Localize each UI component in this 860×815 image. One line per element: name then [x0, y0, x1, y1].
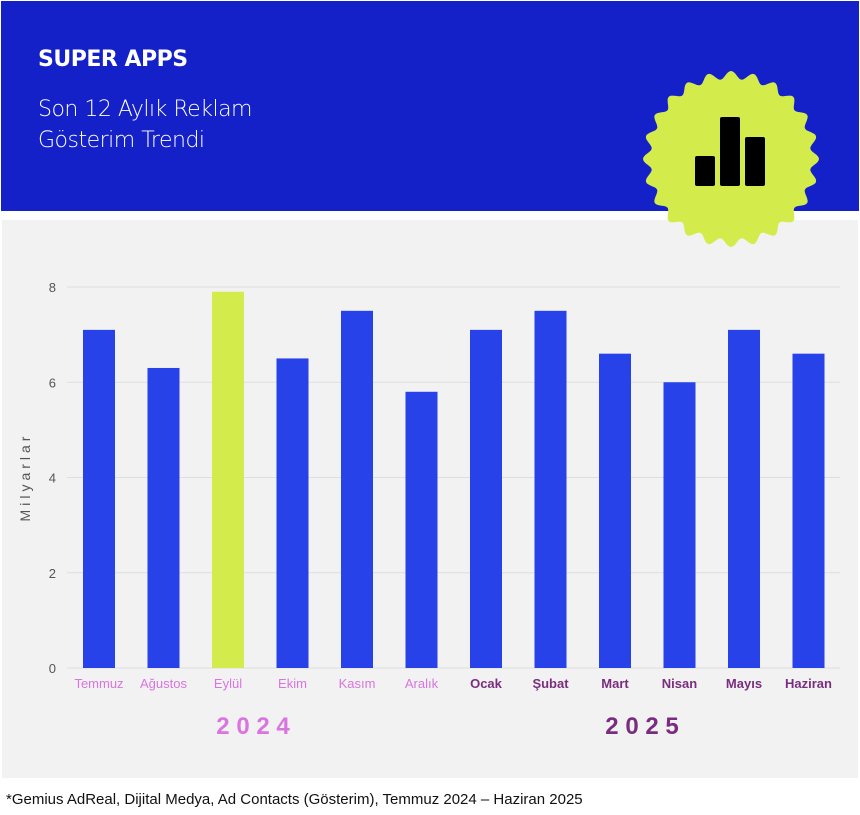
brand-title: SUPER APPS	[38, 47, 188, 72]
bar-aralık	[405, 391, 438, 668]
bar-haziran	[792, 353, 825, 668]
x-tick-label: Mayıs	[726, 676, 762, 691]
page-subtitle: Son 12 Aylık Reklam Gösterim Trendi	[38, 94, 252, 156]
year-label-2025: 2 0 2 5	[605, 713, 678, 740]
x-tick-label: Ocak	[470, 676, 503, 691]
subtitle-line-1: Son 12 Aylık Reklam	[38, 97, 252, 122]
x-tick-label: Kasım	[339, 676, 376, 691]
bar-ekim	[276, 358, 309, 668]
bar-mart	[599, 353, 631, 668]
bar-şubat	[534, 310, 567, 668]
bar-ağustos	[147, 367, 180, 668]
y-tick-label: 2	[49, 566, 56, 581]
x-tick-label: Ağustos	[140, 676, 187, 691]
y-tick-label: 6	[49, 375, 56, 390]
badge-bar-2	[720, 117, 740, 186]
bar-chart-icon	[643, 71, 819, 247]
bar-mayıs	[728, 329, 760, 668]
bar-temmuz	[83, 329, 115, 668]
x-tick-label: Mart	[601, 676, 629, 691]
bar-kasım	[341, 310, 373, 668]
y-tick-label: 8	[49, 280, 56, 295]
x-tick-label: Şubat	[532, 676, 569, 691]
badge-bar-1	[695, 156, 715, 186]
badge-bar-3	[745, 137, 765, 186]
x-tick-label: Nisan	[662, 676, 697, 691]
x-tick-label: Eylül	[214, 676, 242, 691]
y-axis-label: Milyarlar	[17, 433, 33, 522]
subtitle-line-2: Gösterim Trendi	[38, 128, 205, 153]
x-tick-label: Temmuz	[74, 676, 123, 691]
x-tick-label: Ekim	[278, 676, 307, 691]
year-label-2024: 2 0 2 4	[216, 713, 290, 740]
y-tick-label: 4	[49, 471, 56, 486]
bar-eylül	[212, 291, 244, 668]
y-tick-label: 0	[49, 661, 56, 676]
source-footnote: *Gemius AdReal, Dijital Medya, Ad Contac…	[6, 791, 583, 808]
bar-nisan	[663, 382, 696, 668]
bar-ocak	[470, 329, 502, 668]
x-tick-label: Aralık	[405, 676, 439, 691]
x-tick-label: Haziran	[785, 676, 832, 691]
